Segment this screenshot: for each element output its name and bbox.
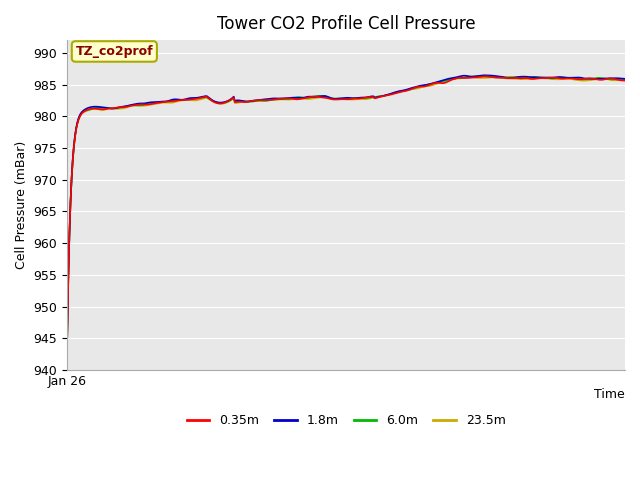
Legend: 0.35m, 1.8m, 6.0m, 23.5m: 0.35m, 1.8m, 6.0m, 23.5m [182, 409, 511, 432]
Text: Time: Time [595, 388, 625, 401]
Y-axis label: Cell Pressure (mBar): Cell Pressure (mBar) [15, 141, 28, 269]
Text: TZ_co2prof: TZ_co2prof [76, 45, 153, 58]
Title: Tower CO2 Profile Cell Pressure: Tower CO2 Profile Cell Pressure [217, 15, 476, 33]
